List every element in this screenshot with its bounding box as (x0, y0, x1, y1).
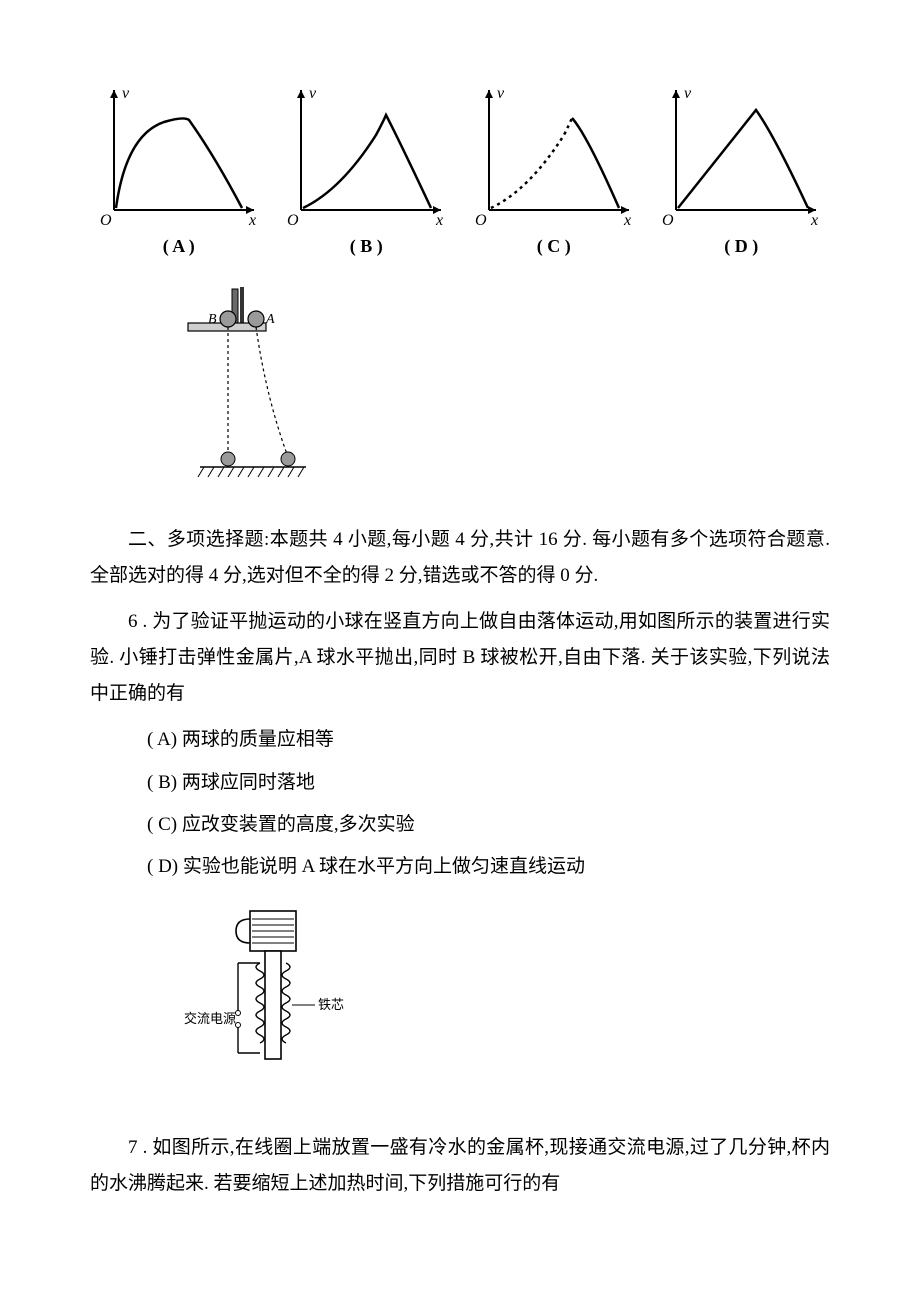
graph-a-svg: v x O (94, 80, 264, 230)
svg-text:v: v (497, 85, 505, 102)
svg-text:O: O (662, 212, 674, 229)
graph-b: v x O ( B ) (278, 80, 456, 257)
graph-row: v x O ( A ) v x O ( B ) v x (90, 80, 830, 257)
graph-c-label: ( C ) (537, 236, 571, 257)
graph-b-svg: v x O (281, 80, 451, 230)
svg-text:v: v (684, 85, 692, 102)
q6-stem: 6 . 为了验证平抛运动的小球在竖直方向上做自由落体运动,用如图所示的装置进行实… (90, 604, 830, 712)
origin-label: O (100, 212, 112, 229)
ball-a-label: A (265, 312, 275, 327)
graph-a: v x O ( A ) (90, 80, 268, 257)
ac-source-label: 交流电源 (184, 1011, 236, 1026)
core-label: 铁芯 (318, 997, 344, 1012)
apparatus-figure: A B (170, 287, 830, 492)
section2-heading: 二、多项选择题:本题共 4 小题,每小题 4 分,共计 16 分. 每小题有多个… (90, 522, 830, 594)
q6-opt-d: ( D) 实验也能说明 A 球在水平方向上做匀速直线运动 (147, 849, 830, 885)
svg-text:O: O (287, 212, 299, 229)
induction-figure: 交流电源 铁芯 (180, 905, 830, 1100)
svg-text:x: x (810, 212, 818, 229)
axis-x-label: x (248, 212, 256, 229)
svg-text:x: x (435, 212, 443, 229)
apparatus-svg: A B (170, 287, 310, 487)
graph-d: v x O ( D ) (653, 80, 831, 257)
svg-text:v: v (309, 85, 317, 102)
axis-v-label: v (122, 85, 130, 102)
graph-b-label: ( B ) (350, 236, 383, 257)
graph-d-label: ( D ) (724, 236, 758, 257)
ball-b-label: B (208, 312, 217, 327)
svg-text:x: x (623, 212, 631, 229)
graph-c-svg: v x O (469, 80, 639, 230)
graph-a-label: ( A ) (163, 236, 195, 257)
induction-svg: 交流电源 铁芯 (180, 905, 360, 1095)
graph-c: v x O ( C ) (465, 80, 643, 257)
q6-opt-c: ( C) 应改变装置的高度,多次实验 (147, 807, 830, 843)
svg-text:O: O (475, 212, 487, 229)
graph-d-svg: v x O (656, 80, 826, 230)
q6-opt-a: ( A) 两球的质量应相等 (147, 722, 830, 758)
q6-opt-b: ( B) 两球应同时落地 (147, 765, 830, 801)
q7-stem: 7 . 如图所示,在线圈上端放置一盛有冷水的金属杯,现接通交流电源,过了几分钟,… (90, 1130, 830, 1202)
